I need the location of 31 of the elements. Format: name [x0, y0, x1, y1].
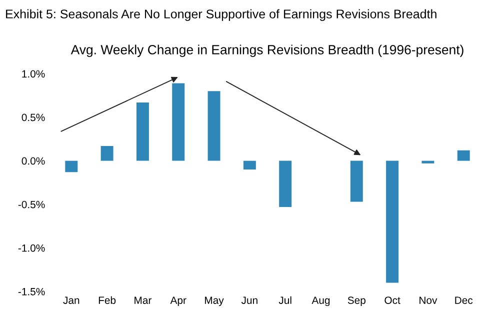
chart-title: Exhibit 5: Seasonals Are No Longer Supportive of Earnings Revisions Breadth	[6, 9, 436, 21]
x-tick-label: May	[205, 296, 224, 306]
x-tick-label: Jun	[241, 296, 258, 304]
x-tick-label: Apr	[170, 296, 186, 306]
bar	[350, 160, 363, 202]
x-tick-label: Sep	[348, 296, 366, 306]
bar	[208, 91, 220, 161]
y-tick-label: 0.5%	[22, 114, 45, 122]
x-tick-label: Dec	[455, 296, 473, 304]
x-tick-label: Mar	[134, 296, 152, 304]
x-tick-label: Oct	[384, 296, 400, 304]
y-tick-label: -1.5%	[18, 288, 45, 296]
bar	[386, 160, 399, 283]
y-tick-label: 1.0%	[22, 70, 45, 78]
x-tick-label: Nov	[420, 296, 438, 304]
x-tick-label: Jul	[278, 296, 292, 304]
bar	[279, 160, 292, 207]
bar	[422, 160, 434, 164]
chart-subtitle: Avg. Weekly Change in Earnings Revisions Breadth (1996-present)	[70, 44, 464, 57]
x-tick-label: Jan	[63, 296, 80, 304]
bar	[243, 160, 256, 170]
bar	[136, 102, 149, 161]
y-tick-label: -1.0%	[18, 244, 45, 252]
bar	[457, 150, 470, 161]
y-tick-label: -0.5%	[18, 200, 45, 208]
bar	[172, 83, 185, 161]
x-tick-label: Feb	[98, 296, 116, 304]
bar	[100, 146, 114, 161]
y-tick-label: 0.0%	[22, 157, 45, 165]
bar	[65, 160, 78, 172]
x-tick-label: Aug	[312, 296, 330, 306]
